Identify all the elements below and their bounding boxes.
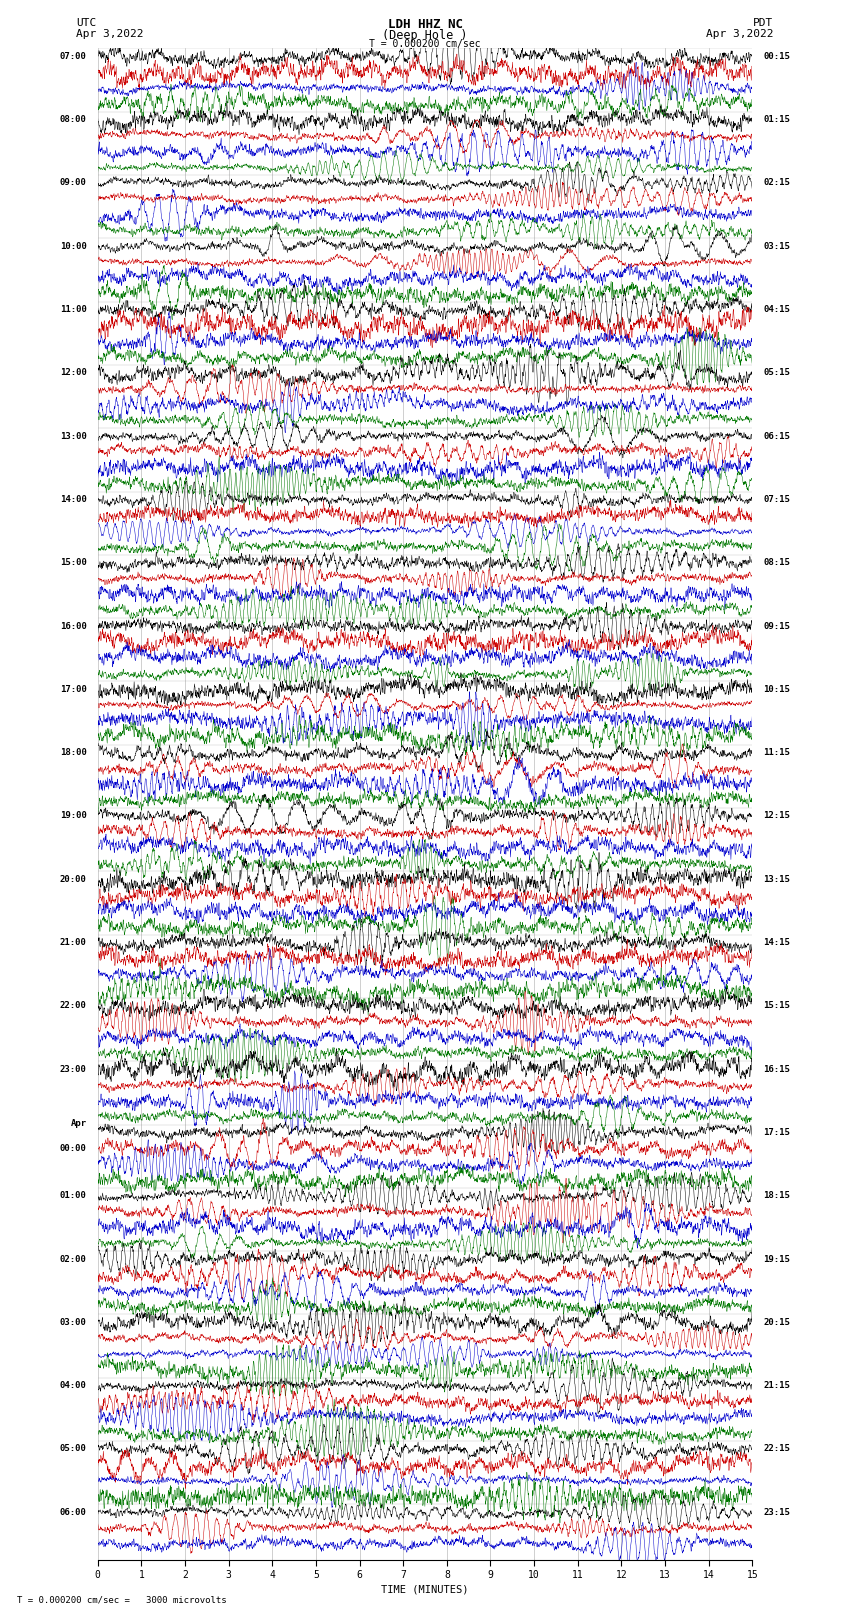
Text: 01:15: 01:15 [763,115,790,124]
Text: 08:15: 08:15 [763,558,790,568]
Text: 20:00: 20:00 [60,874,87,884]
Text: 13:00: 13:00 [60,432,87,440]
Text: 02:15: 02:15 [763,179,790,187]
Text: 05:15: 05:15 [763,368,790,377]
Text: 23:00: 23:00 [60,1065,87,1074]
Text: LDH HHZ NC: LDH HHZ NC [388,18,462,31]
Text: (Deep Hole ): (Deep Hole ) [382,29,468,42]
Text: 12:15: 12:15 [763,811,790,821]
Text: 13:15: 13:15 [763,874,790,884]
X-axis label: TIME (MINUTES): TIME (MINUTES) [382,1584,468,1594]
Text: 22:15: 22:15 [763,1445,790,1453]
Text: Apr 3,2022: Apr 3,2022 [706,29,774,39]
Text: 11:00: 11:00 [60,305,87,315]
Text: 06:15: 06:15 [763,432,790,440]
Text: 00:00: 00:00 [60,1144,87,1153]
Text: 07:00: 07:00 [60,52,87,61]
Text: 21:00: 21:00 [60,939,87,947]
Text: 00:15: 00:15 [763,52,790,61]
Text: T = 0.000200 cm/sec =   3000 microvolts: T = 0.000200 cm/sec = 3000 microvolts [17,1595,227,1605]
Text: 04:00: 04:00 [60,1381,87,1390]
Text: 16:00: 16:00 [60,621,87,631]
Text: 04:15: 04:15 [763,305,790,315]
Text: 07:15: 07:15 [763,495,790,503]
Text: 17:00: 17:00 [60,686,87,694]
Text: 11:15: 11:15 [763,748,790,756]
Text: 12:00: 12:00 [60,368,87,377]
Text: 17:15: 17:15 [763,1127,790,1137]
Text: 09:15: 09:15 [763,621,790,631]
Text: 18:15: 18:15 [763,1192,790,1200]
Text: 21:15: 21:15 [763,1381,790,1390]
Text: 10:00: 10:00 [60,242,87,250]
Text: 15:00: 15:00 [60,558,87,568]
Text: 18:00: 18:00 [60,748,87,756]
Text: 02:00: 02:00 [60,1255,87,1263]
Text: 23:15: 23:15 [763,1508,790,1516]
Text: 01:00: 01:00 [60,1192,87,1200]
Text: 14:00: 14:00 [60,495,87,503]
Text: 20:15: 20:15 [763,1318,790,1327]
Text: T = 0.000200 cm/sec: T = 0.000200 cm/sec [369,39,481,48]
Text: 19:00: 19:00 [60,811,87,821]
Text: 19:15: 19:15 [763,1255,790,1263]
Text: UTC: UTC [76,18,97,27]
Text: 03:00: 03:00 [60,1318,87,1327]
Text: 22:00: 22:00 [60,1002,87,1010]
Text: 09:00: 09:00 [60,179,87,187]
Text: 03:15: 03:15 [763,242,790,250]
Text: Apr: Apr [71,1119,87,1127]
Text: 05:00: 05:00 [60,1445,87,1453]
Text: Apr 3,2022: Apr 3,2022 [76,29,144,39]
Text: 08:00: 08:00 [60,115,87,124]
Text: 14:15: 14:15 [763,939,790,947]
Text: 16:15: 16:15 [763,1065,790,1074]
Text: 15:15: 15:15 [763,1002,790,1010]
Text: PDT: PDT [753,18,774,27]
Text: 06:00: 06:00 [60,1508,87,1516]
Text: 10:15: 10:15 [763,686,790,694]
